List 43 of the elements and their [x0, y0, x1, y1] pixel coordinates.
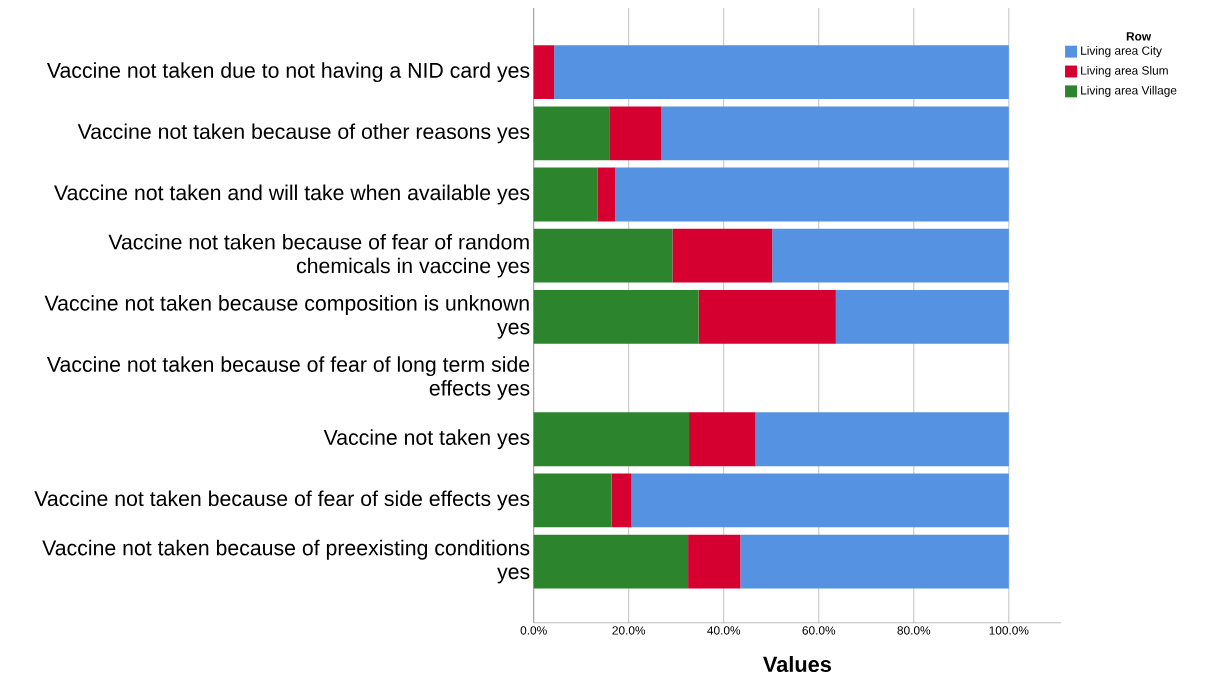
x-tick-label: 40.0% [707, 626, 741, 635]
bar [688, 534, 741, 589]
x-tick-label: 80.0% [897, 626, 931, 635]
legend-label: Living area City [1081, 45, 1162, 58]
bar [533, 534, 689, 589]
y-tick-label: Vaccine not taken because of preexisting conditions yes [42, 539, 530, 584]
bar [615, 167, 1009, 222]
x-tick-label: 100.0% [989, 626, 1029, 635]
bar [631, 473, 1009, 528]
x-axis-title: Values [763, 655, 831, 672]
bar [689, 412, 756, 467]
y-tick-label: Vaccine not taken because of fear of random chemicals in vaccine yes [108, 233, 530, 278]
bar [554, 45, 1009, 99]
x-tick-label: 20.0% [612, 626, 646, 635]
x-tick-label: 60.0% [802, 626, 836, 635]
bar [772, 228, 1009, 283]
y-tick-label: Vaccine not taken and will take when available yes [54, 184, 530, 205]
bar [533, 167, 598, 222]
legend-label: Living area Slum [1081, 65, 1168, 77]
bar [533, 106, 610, 161]
bar [740, 534, 1009, 589]
bar [698, 289, 836, 344]
bar [533, 289, 699, 344]
y-tick-label: Vaccine not taken because of fear of side effects yes [34, 490, 530, 511]
bar [533, 228, 673, 283]
y-tick-label: Vaccine not taken due to not having a NID card yes [46, 62, 530, 82]
bar [672, 228, 773, 283]
y-tick-label: Vaccine not taken because of fear of long term side effects yes [46, 356, 530, 400]
bar [755, 412, 1009, 467]
bar [597, 167, 616, 222]
y-tick-label: Vaccine not taken yes [323, 429, 530, 450]
bar [609, 106, 662, 161]
bar [533, 473, 612, 528]
bar [611, 473, 632, 528]
legend-title: Row [1126, 32, 1152, 41]
bar [835, 289, 1009, 344]
y-tick-label: Vaccine not taken because composition is unknown yes [44, 294, 530, 339]
bar [533, 412, 690, 467]
x-tick-label: 0.0% [520, 626, 547, 635]
legend-label: Living area Village [1081, 85, 1177, 97]
y-tick-label: Vaccine not taken because of other reasons yes [77, 123, 530, 144]
bar [661, 106, 1009, 161]
bar [533, 45, 555, 99]
